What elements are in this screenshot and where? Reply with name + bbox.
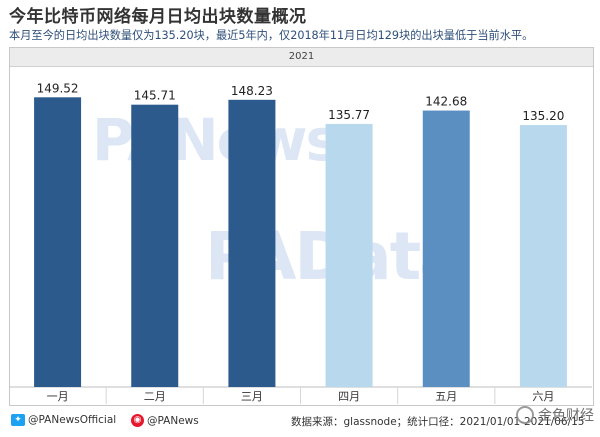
bar-value-label: 145.71 xyxy=(134,89,176,103)
x-tick-label: 六月 xyxy=(532,390,554,403)
bar-value-label: 135.77 xyxy=(328,108,370,122)
twitter-credit: ✦ @PANewsOfficial xyxy=(11,414,116,426)
weibo-icon: ◉ xyxy=(131,414,144,427)
year-label: 2021 xyxy=(288,51,315,62)
bar-一月 xyxy=(34,97,82,388)
year-header: 2021 xyxy=(10,48,593,67)
x-tick-label: 四月 xyxy=(338,390,360,403)
bar-三月 xyxy=(228,99,276,387)
data-source-text: 数据来源：glassnode；统计口径：2021/01/01-2021/06/1… xyxy=(291,416,585,428)
x-tick-label: 二月 xyxy=(144,390,166,403)
logo-text: 金色财经 xyxy=(538,408,594,424)
bar-value-label: 149.52 xyxy=(37,81,79,95)
bar-二月 xyxy=(131,104,179,387)
bar-value-label: 135.20 xyxy=(522,109,564,123)
bar-value-label: 142.68 xyxy=(425,95,467,109)
bar-value-label: 148.23 xyxy=(231,84,273,98)
bar-四月 xyxy=(325,123,373,388)
site-logo: 金色财经 xyxy=(516,405,594,425)
chart-title: 今年比特币网络每月日均出块数量概况 xyxy=(9,7,307,27)
weibo-handle: @PANews xyxy=(147,414,199,427)
bar-五月 xyxy=(422,110,470,387)
coin-logo-icon xyxy=(516,406,534,424)
bar-chart: 149.52 一月 145.71 二月 148.23 三月 135.77 四月 142.68 五月… xyxy=(9,81,592,404)
weibo-credit: ◉ @PANews xyxy=(131,414,199,427)
x-tick-label: 一月 xyxy=(47,390,69,403)
twitter-icon: ✦ xyxy=(11,414,25,426)
data-source: 数据来源：glassnode；统计口径：2021/01/01-2021/06/1… xyxy=(291,414,585,429)
chart-subtitle: 本月至今的日均出块数量仅为135.20块，最近5年内，仅2018年11月日均12… xyxy=(9,29,534,42)
twitter-handle: @PANewsOfficial xyxy=(28,414,117,426)
x-tick-label: 三月 xyxy=(241,390,263,403)
bar-六月 xyxy=(519,125,567,388)
x-tick-label: 五月 xyxy=(435,390,457,403)
footer: ✦ @PANewsOfficial ◉ @PANews 数据来源：glassno… xyxy=(9,413,592,431)
